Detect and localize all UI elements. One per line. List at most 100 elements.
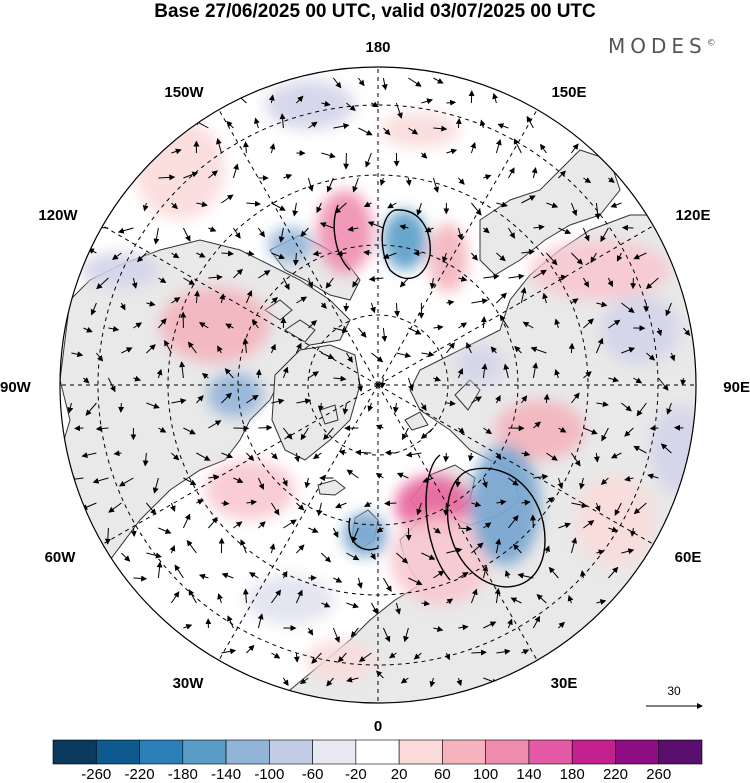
wind-vector <box>429 277 436 290</box>
lon-label-90e: 90E <box>723 379 750 396</box>
wind-vector <box>483 273 500 280</box>
wind-vector <box>482 565 489 579</box>
wind-vector <box>403 627 409 643</box>
wind-vector <box>471 396 482 404</box>
wind-vector <box>546 452 558 461</box>
wind-vector <box>246 250 255 257</box>
wind-vector <box>307 177 314 192</box>
wind-vector <box>582 277 590 288</box>
wind-vector <box>570 537 578 554</box>
wind-vector <box>624 427 634 437</box>
wind-vector <box>257 613 264 629</box>
wind-vector <box>183 624 193 630</box>
wind-vector <box>108 502 122 513</box>
wind-vector <box>270 343 276 354</box>
wind-vector <box>533 473 549 480</box>
wind-vector <box>304 477 311 489</box>
wind-vector <box>517 572 534 579</box>
wind-vector <box>174 564 184 579</box>
wind-vector <box>332 627 340 643</box>
wind-vector <box>133 575 148 582</box>
wind-vector <box>346 102 356 112</box>
wind-vector <box>408 327 422 335</box>
wind-vector <box>208 170 218 179</box>
wind-vector <box>504 570 511 579</box>
wind-vector <box>196 201 208 208</box>
colorbar-tick-label: 140 <box>516 766 541 783</box>
wind-vector <box>333 327 349 334</box>
wind-vector <box>583 177 592 184</box>
wind-vector <box>130 527 137 537</box>
wind-vector <box>232 227 241 239</box>
wind-vector <box>660 443 672 454</box>
lon-label-30e: 30E <box>551 675 578 692</box>
wind-vector <box>358 327 367 338</box>
wind-vector <box>483 621 497 629</box>
wind-vector <box>379 177 386 186</box>
wind-vector <box>457 367 464 379</box>
wind-vector <box>108 325 120 332</box>
wind-vector <box>270 589 282 604</box>
wind-vector <box>621 548 635 555</box>
wind-vector <box>249 572 259 579</box>
wind-vector <box>649 425 659 432</box>
lon-label-0: 0 <box>374 718 382 735</box>
wind-vector <box>257 227 265 238</box>
wind-vector <box>196 252 206 258</box>
anomaly-positive <box>575 475 655 565</box>
wind-vector <box>571 143 579 154</box>
wind-vector <box>458 525 473 532</box>
wind-vector <box>608 376 620 383</box>
wind-vector <box>442 252 448 263</box>
wind-vector <box>633 445 647 454</box>
wind-vector <box>542 292 549 304</box>
wind-vector <box>495 138 502 154</box>
reference-vector-label: 30 <box>667 684 681 698</box>
wind-vector <box>526 115 534 129</box>
wind-vector <box>171 252 180 259</box>
wind-vector <box>246 200 261 207</box>
wind-vector <box>83 326 93 333</box>
wind-vector <box>156 561 163 579</box>
wind-vector <box>496 499 507 506</box>
wind-vector <box>433 125 448 132</box>
wind-vector <box>633 377 643 384</box>
wind-vector <box>335 502 347 509</box>
meridian <box>377 384 538 661</box>
wind-vector <box>558 426 567 433</box>
anomaly-positive <box>135 120 225 220</box>
contour-line <box>425 454 451 581</box>
wind-vector <box>343 302 350 312</box>
wind-vector <box>371 101 379 108</box>
anomaly-negative <box>207 373 263 417</box>
meridian <box>102 225 379 386</box>
wind-vector <box>346 552 360 561</box>
land-arctic-islands <box>264 299 339 425</box>
graticule <box>60 67 696 703</box>
meridian <box>102 384 379 545</box>
wind-vector <box>557 477 564 490</box>
wind-vector <box>483 227 490 234</box>
wind-vector <box>608 319 621 329</box>
wind-vector <box>351 527 359 543</box>
wind-vector <box>271 398 285 405</box>
wind-vector <box>142 452 149 467</box>
wind-vector <box>308 527 319 533</box>
wind-vector <box>179 361 186 379</box>
wind-vector <box>413 652 422 660</box>
wind-vector <box>405 527 412 541</box>
wind-vector <box>533 421 541 429</box>
wind-vector <box>326 677 334 687</box>
wind-vector <box>614 502 622 516</box>
wind-vector <box>356 577 363 589</box>
wind-vector <box>216 138 222 154</box>
wind-vector <box>363 249 372 256</box>
wind-vector <box>376 526 384 533</box>
wind-vector <box>596 599 607 605</box>
wind-vector <box>608 566 619 579</box>
wind-vector <box>381 77 388 91</box>
wind-vector <box>548 566 559 579</box>
wind-vector <box>497 123 509 129</box>
wind-vector <box>610 452 622 459</box>
colorbar-swatch <box>571 739 616 765</box>
